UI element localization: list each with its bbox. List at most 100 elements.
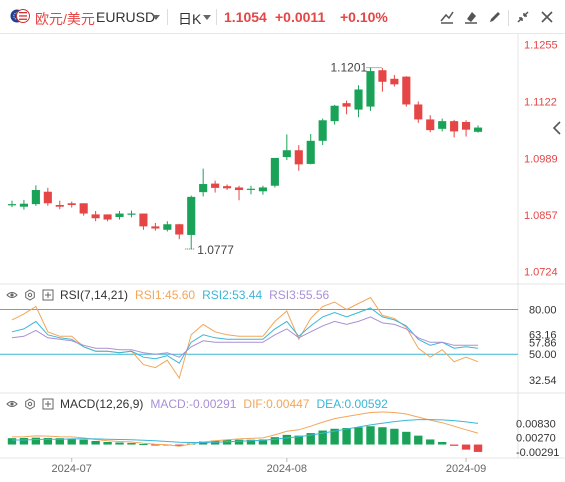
candle-body [366,71,375,107]
candle-body [19,203,28,207]
candle-body [258,187,267,192]
rsi-tick-label: 50.00 [529,349,557,361]
price-tick-label: 1.0989 [524,153,558,165]
close-icon[interactable] [538,8,556,26]
candle-body [426,119,435,131]
macd-bar [67,438,76,445]
candle-body [175,224,184,235]
macd-line-dea [12,419,479,443]
macd-params: MACD(12,26,9) [60,397,144,411]
macd-bar [270,437,280,445]
pair-name-cn[interactable]: 欧元/美元 [35,11,95,27]
candle-body [31,190,40,205]
rsi-line-rsi2 [11,307,479,364]
candle-body [67,203,76,205]
candle-body [342,103,351,107]
indicator-menu-icon[interactable] [42,398,54,410]
macd-bar [294,435,303,445]
collapse-icon[interactable] [514,8,532,26]
chevron-left-icon[interactable] [552,121,562,135]
macd-bar [258,439,268,445]
divider [508,10,509,26]
price-tick-label: 1.0724 [524,267,558,279]
dif-value: DIF:0.00447 [243,397,310,411]
candle-body [55,204,64,207]
macd-bar [43,437,53,445]
macd-bar [19,437,29,445]
draw-line-icon[interactable] [438,8,456,26]
price-panel: 1.1201 1.0777 [7,61,483,257]
candle-body [306,140,315,164]
pair-code[interactable]: EURUSD [96,9,156,25]
expand-panel-button[interactable] [549,113,565,143]
macd-bar [282,434,292,445]
eye-icon[interactable] [6,398,18,410]
macd-bar [390,428,399,445]
candle-body [270,157,279,186]
candle-body [91,214,100,219]
price-change-pct: +0.10% [340,9,388,25]
macd-bar [461,444,471,450]
dea-value: DEA:0.00592 [316,397,388,411]
fill-icon[interactable] [462,8,480,26]
divider [216,9,217,25]
macd-tick-label: 0.00830 [516,418,556,430]
candle-body [234,187,244,191]
rsi-tick-label: 80.00 [529,304,557,316]
macd-bar [366,426,375,445]
macd-bar [115,442,124,445]
indicator-menu-icon[interactable] [42,289,54,301]
macd-bar [91,440,100,445]
rsi1-value: RSI1:45.60 [135,288,196,302]
macd-bar [79,439,88,445]
candle-body [151,226,160,229]
macd-bar [31,437,41,445]
period-selector[interactable]: 日K [178,11,202,27]
rsi-tick-label: 63.16 [529,330,557,342]
macd-bar [210,440,220,445]
price-tick-label: 1.1122 [524,96,557,108]
rsi-line-rsi3 [11,316,478,358]
candle-body [473,127,483,132]
price-tick-label: 1.1255 [524,40,558,52]
macd-panel [7,411,483,452]
candle-body [378,70,387,82]
rsi3-value: RSI3:55.56 [269,288,330,302]
candle-body [103,214,112,220]
candle-body [187,196,196,235]
candle-body [330,105,339,122]
period-chevron-down-icon[interactable] [203,15,211,20]
candle-body [318,120,327,141]
macd-bar [354,427,363,445]
candle-body [7,204,17,206]
chevron-down-icon[interactable] [152,15,160,20]
settings-icon[interactable] [24,398,36,410]
macd-header: MACD(12,26,9) MACD:-0.00291 DIF:0.00447 … [6,395,395,413]
settings-icon[interactable] [24,289,36,301]
macd-tick-label: 0.00270 [516,433,556,445]
macd-bar [437,442,447,445]
macd-bar [318,430,327,445]
macd-bar [187,443,196,445]
macd-tick-label: -0.00291 [516,447,559,459]
macd-bar [175,444,184,447]
macd-bar [127,443,136,445]
candle-body [246,188,256,190]
macd-bar [330,428,339,445]
candle-body [115,213,124,217]
macd-bar [151,444,160,446]
price-tick-label: 1.0857 [524,210,558,222]
macd-bar [198,441,208,445]
macd-bar [103,442,112,445]
candle-body [223,186,232,189]
candle-body [438,121,447,129]
eye-icon[interactable] [6,289,18,301]
pencil-icon[interactable] [486,8,504,26]
candle-body [199,184,208,193]
macd-bar [342,428,351,445]
macd-bar [222,439,232,445]
rsi-panel [0,296,518,380]
macd-bar [55,438,64,445]
macd-value: MACD:-0.00291 [150,397,237,411]
candle-body [414,104,423,120]
